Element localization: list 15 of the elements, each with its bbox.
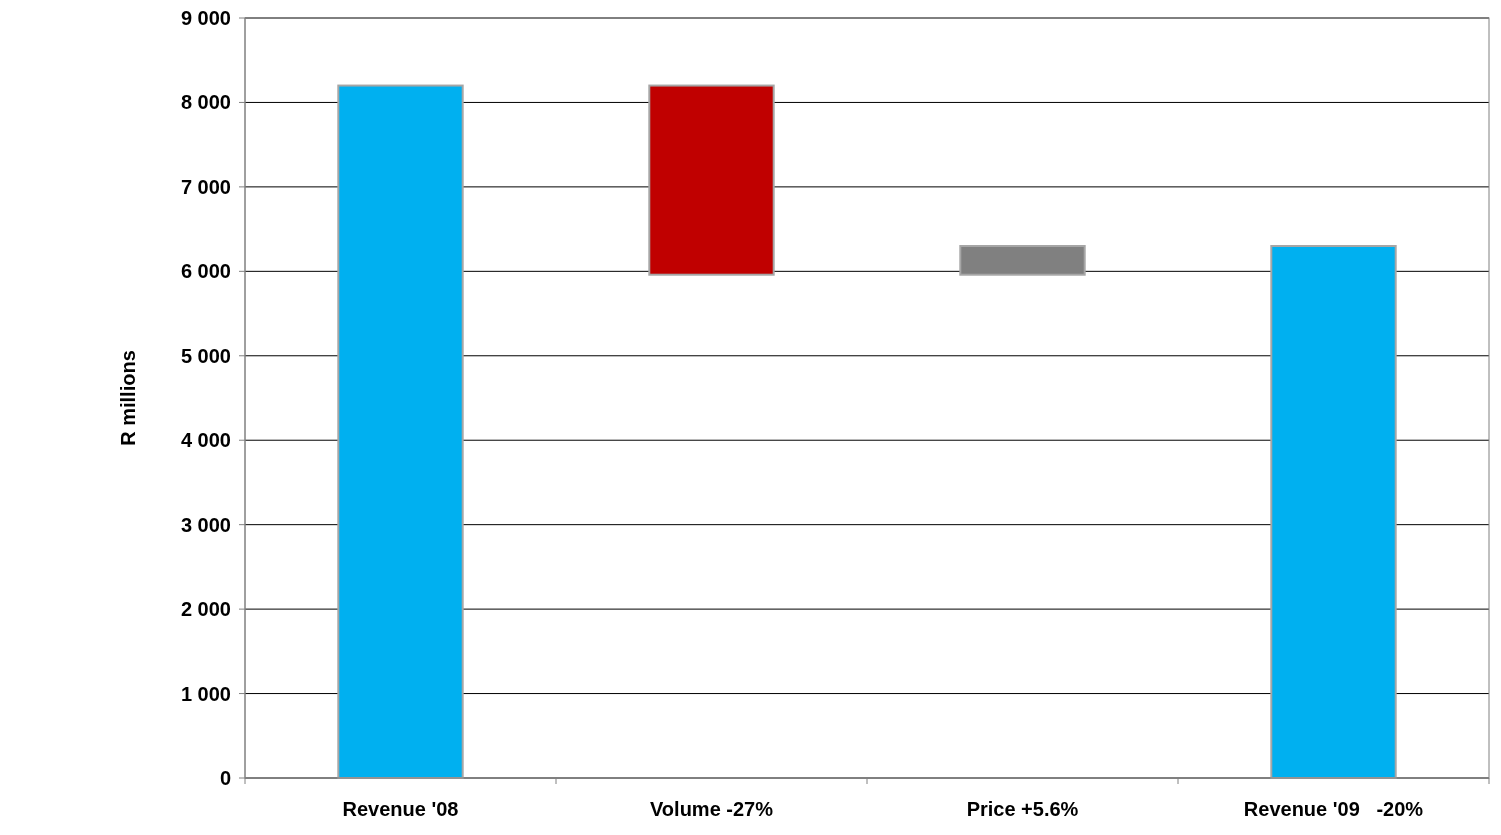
- x-tick-label: Revenue '09 -20%: [1243, 798, 1424, 820]
- y-tick-label: 6 000: [180, 260, 231, 283]
- y-tick-label: 5 000: [180, 344, 231, 367]
- y-tick-label: 2 000: [180, 598, 231, 621]
- y-tick-label: 1 000: [180, 682, 231, 705]
- y-tick-label: 0: [219, 767, 231, 789]
- y-axis-title: R millions: [117, 350, 139, 446]
- x-tick-label: Volume -27%: [650, 798, 774, 820]
- y-tick-label: 8 000: [180, 91, 231, 114]
- x-tick-label: Revenue '08: [342, 798, 459, 820]
- y-tick-label: 9 000: [180, 7, 231, 29]
- y-tick-label: 4 000: [180, 429, 231, 452]
- x-tick-label: Price +5.6%: [966, 798, 1079, 820]
- y-tick-label: 7 000: [180, 175, 231, 198]
- y-tick-label: 3 000: [180, 513, 231, 536]
